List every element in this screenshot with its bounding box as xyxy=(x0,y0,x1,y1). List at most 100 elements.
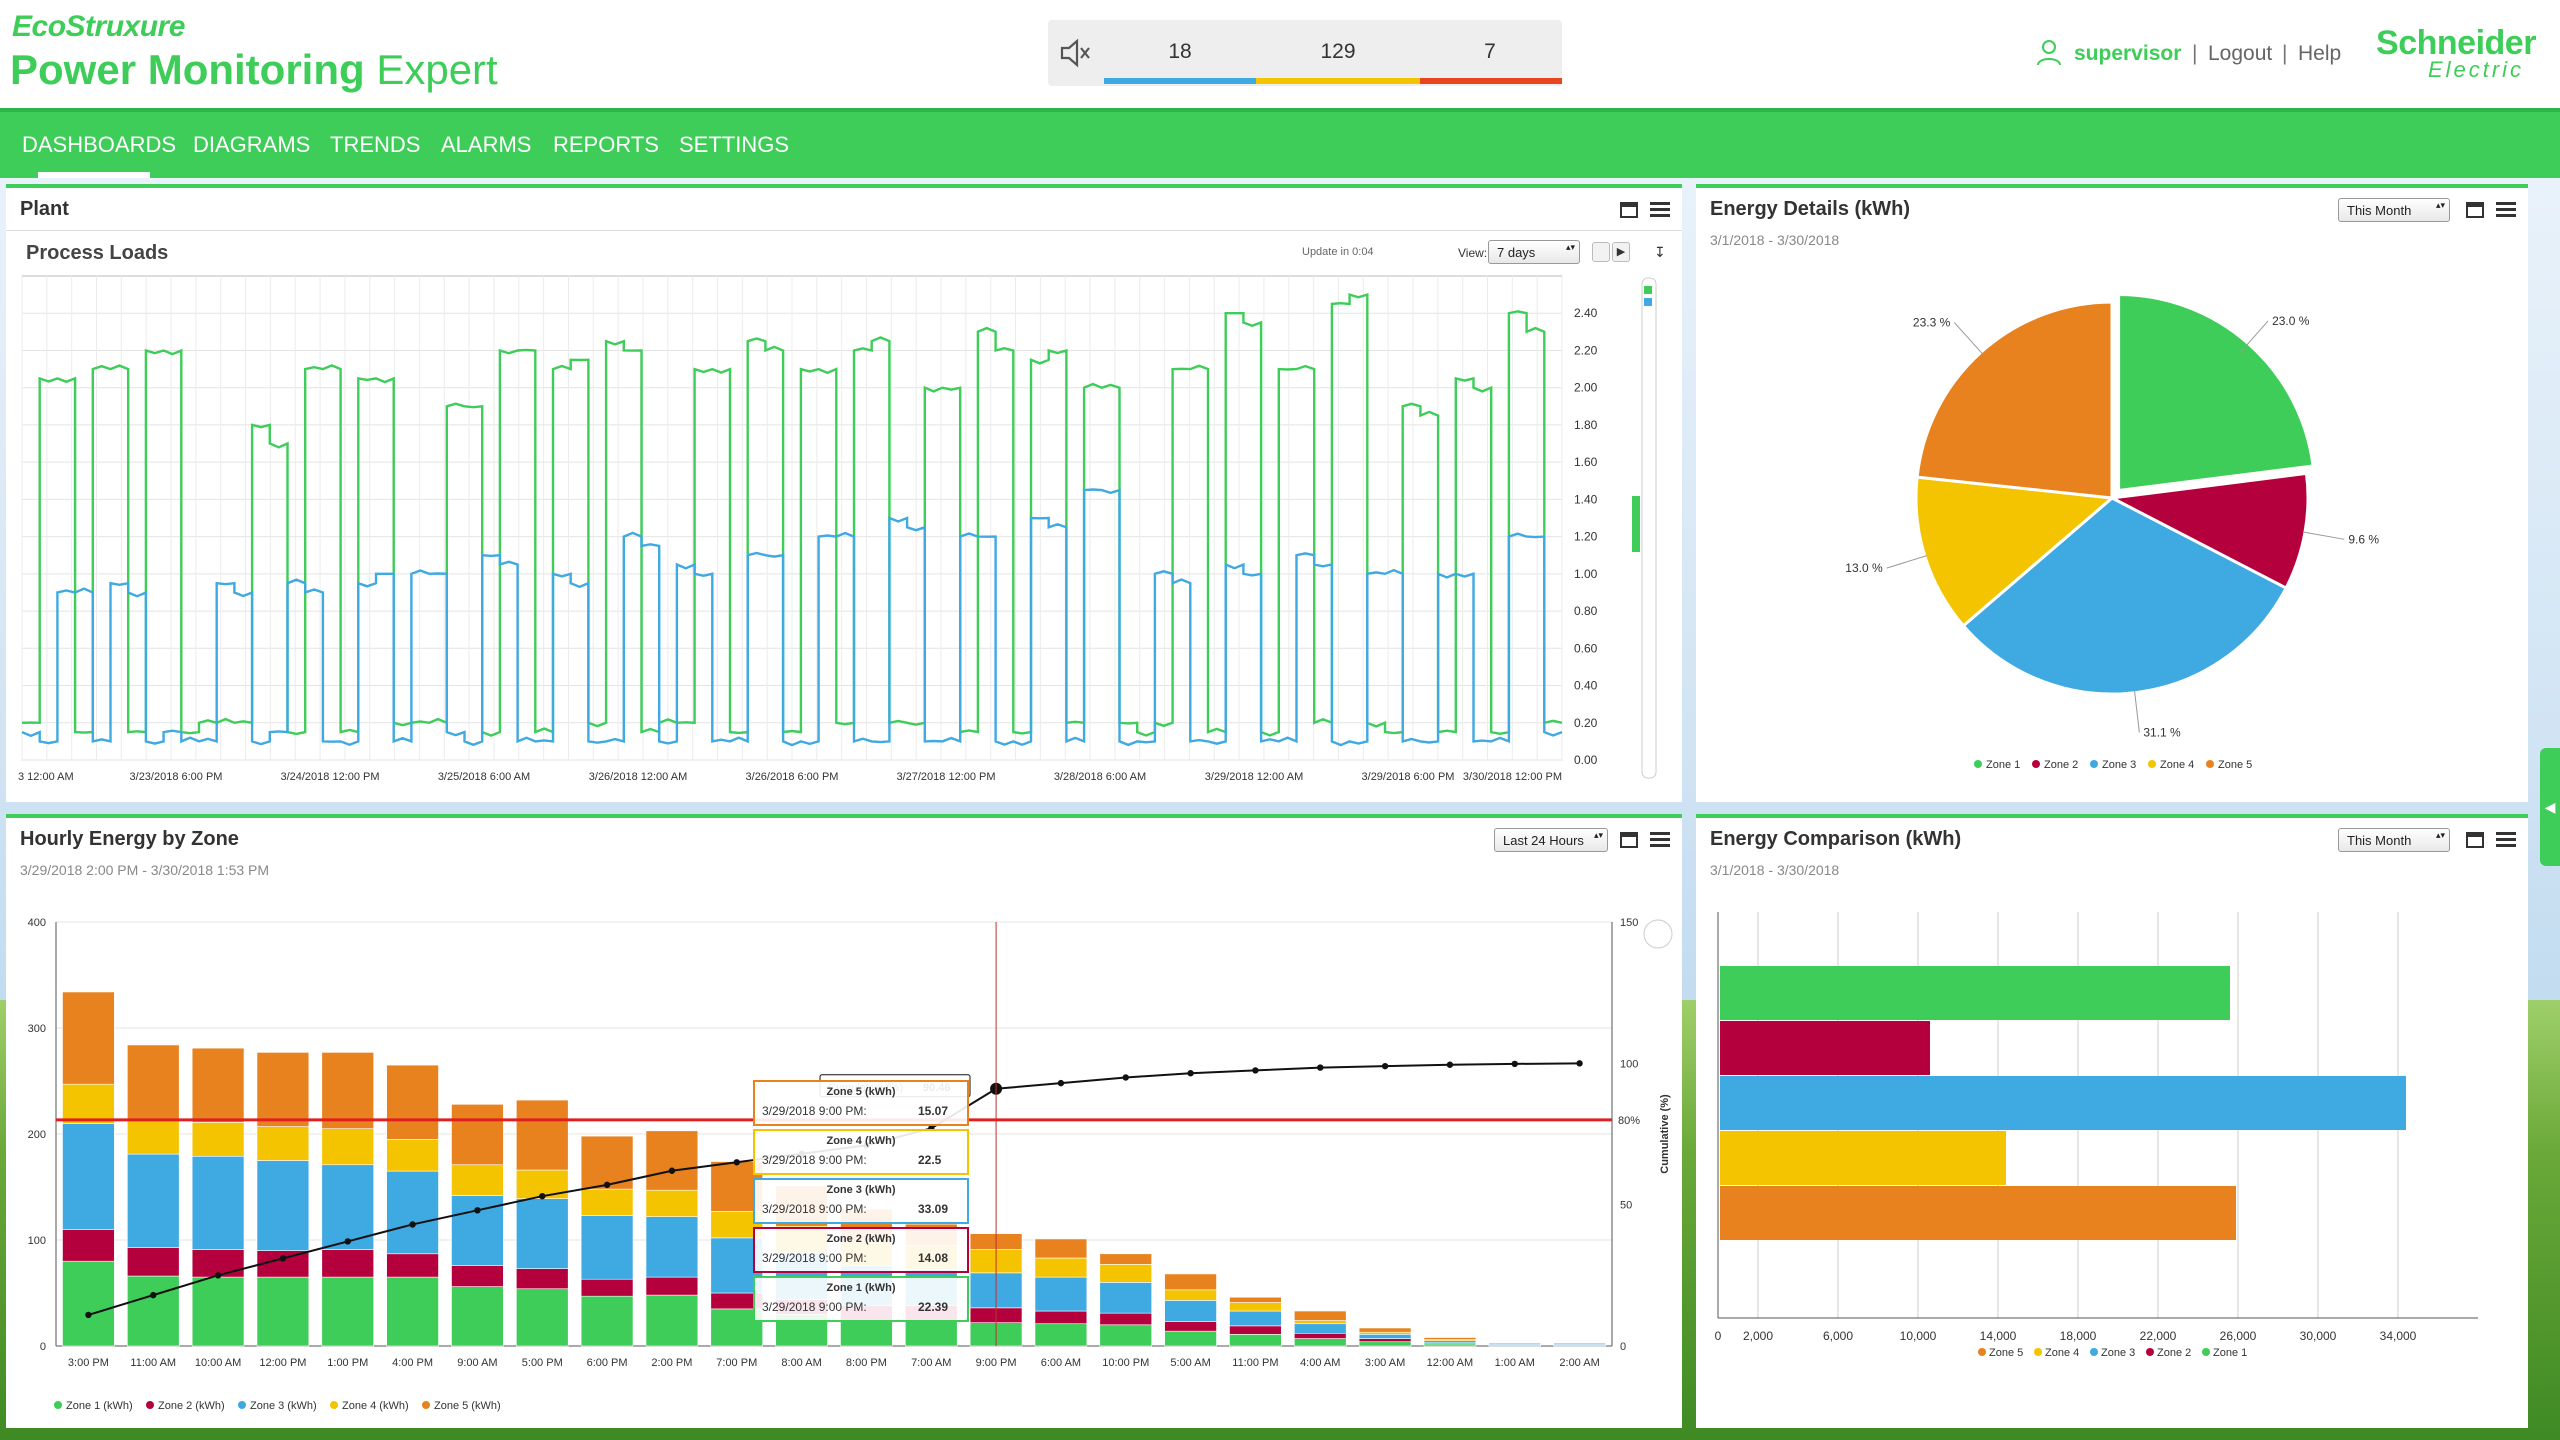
alarm-summary[interactable] xyxy=(1048,20,1562,86)
view-select[interactable]: 7 days xyxy=(1488,240,1580,264)
zone-tooltip xyxy=(753,1080,969,1126)
x-tick-label: 11:00 PM xyxy=(1232,1357,1278,1369)
schneider-logo: Schneider Electric xyxy=(2376,24,2536,82)
bar-segment xyxy=(516,1288,569,1347)
y-tick-label: 1.60 xyxy=(1574,455,1598,469)
bar-segment xyxy=(62,1229,115,1262)
zoom-icon[interactable] xyxy=(1592,242,1610,262)
maximize-icon[interactable] xyxy=(2466,202,2484,218)
x-tick-label: 8:00 AM xyxy=(781,1357,821,1369)
alarm-count-low[interactable]: 18 xyxy=(1168,40,1192,63)
bar-segment xyxy=(1423,1337,1477,1340)
x-tick-label: 8:00 PM xyxy=(846,1357,887,1369)
bar-segment xyxy=(1294,1338,1347,1347)
zone-tooltip xyxy=(753,1129,969,1175)
y2-tick-label: 100 xyxy=(1620,1058,1638,1070)
cumulative-point xyxy=(344,1238,351,1245)
bar-segment xyxy=(62,1260,115,1347)
play-icon[interactable]: ▶ xyxy=(1612,242,1630,262)
maximize-icon[interactable] xyxy=(2466,832,2484,848)
period-select[interactable]: Last 24 Hours xyxy=(1494,828,1608,852)
x-tick-label: 6:00 PM xyxy=(587,1357,628,1369)
date-range: 3/29/2018 2:00 PM - 3/30/2018 1:53 PM xyxy=(20,862,270,878)
bar-segment xyxy=(127,1118,180,1155)
y-tick-label: 0.00 xyxy=(1574,753,1598,767)
pie-leader-line xyxy=(1953,322,1983,355)
help-link[interactable]: Help xyxy=(2298,42,2342,65)
period-select[interactable]: This Month xyxy=(2338,828,2450,852)
legend-swatch-blue xyxy=(1644,298,1652,306)
maximize-icon[interactable] xyxy=(1620,202,1638,218)
bar-zone-3 xyxy=(1720,1076,2406,1130)
legend-label: Zone 3 (kWh) xyxy=(250,1400,317,1412)
maximize-icon[interactable] xyxy=(1620,832,1638,848)
bar-segment xyxy=(386,1253,439,1278)
x-tick-label: 12:00 PM xyxy=(259,1357,306,1369)
cumulative-point xyxy=(733,1159,740,1166)
side-panel-toggle[interactable]: ◀ xyxy=(2540,748,2560,866)
cumulative-point xyxy=(150,1291,157,1299)
cumulative-point xyxy=(1057,1079,1065,1087)
bar-segment xyxy=(1229,1296,1282,1303)
x-tick-label: 3/25/2018 6:00 AM xyxy=(438,771,530,783)
bar-segment xyxy=(1034,1238,1088,1259)
nav-diagrams[interactable]: DIAGRAMS xyxy=(193,132,311,157)
cumulative-point xyxy=(1252,1067,1259,1074)
cumulative-point xyxy=(1122,1074,1129,1081)
bar-segment xyxy=(321,1249,374,1278)
bar-segment xyxy=(191,1276,245,1347)
x-tick-label: 10:00 PM xyxy=(1102,1357,1149,1369)
cumulative-point xyxy=(1317,1064,1324,1071)
bar-segment xyxy=(256,1276,310,1347)
bar-segment xyxy=(451,1286,504,1347)
nav-settings[interactable]: SETTINGS xyxy=(679,132,790,157)
bar-segment xyxy=(645,1294,699,1347)
x-tick-label: 7:00 AM xyxy=(911,1357,951,1369)
username-link[interactable]: supervisor xyxy=(2074,42,2182,65)
bar-segment xyxy=(191,1122,245,1157)
menu-icon[interactable] xyxy=(1650,202,1670,218)
x-tick-label: 4:00 AM xyxy=(1300,1357,1340,1369)
bar-segment xyxy=(191,1047,245,1123)
menu-icon[interactable] xyxy=(2496,832,2516,848)
export-icon xyxy=(1643,919,1673,949)
y-tick-label: 2.00 xyxy=(1574,381,1598,395)
logout-link[interactable]: Logout xyxy=(2208,42,2273,65)
bar-segment xyxy=(1164,1321,1217,1332)
bar-segment xyxy=(516,1099,569,1171)
bar-zone-5 xyxy=(1720,1186,2236,1240)
download-icon[interactable]: ↧ xyxy=(1654,244,1666,260)
alarm-count-medium[interactable]: 129 xyxy=(1320,40,1356,63)
mute-icon[interactable] xyxy=(1058,36,1092,70)
bar-segment xyxy=(580,1278,634,1297)
energy-details-panel: Energy Details (kWh) 3/1/2018 - 3/30/201… xyxy=(1696,184,2528,802)
bar-segment xyxy=(127,1153,180,1248)
menu-icon[interactable] xyxy=(1650,832,1670,848)
pie-slice-zone-5 xyxy=(1915,300,2114,500)
bar-segment xyxy=(451,1265,504,1287)
legend-scrollbar xyxy=(1641,277,1657,779)
bar-segment xyxy=(1099,1264,1152,1283)
nav-trends[interactable]: TRENDS xyxy=(330,132,421,157)
legend-marker xyxy=(54,1401,62,1409)
legend-label: Zone 1 xyxy=(1986,759,2020,771)
zone-tooltip-time: 3/29/2018 9:00 PM: xyxy=(762,1251,867,1265)
bar-segment xyxy=(1294,1332,1347,1339)
series-line-green xyxy=(21,292,1563,737)
period-select[interactable]: This Month xyxy=(2338,198,2450,222)
zone-tooltip-value: 14.08 xyxy=(918,1251,948,1265)
y-tick-label: 200 xyxy=(28,1129,46,1141)
menu-icon[interactable] xyxy=(2496,202,2516,218)
nav-reports[interactable]: REPORTS xyxy=(553,132,659,157)
x-tick-label: 26,000 xyxy=(2220,1329,2257,1343)
bar-segment xyxy=(1294,1320,1347,1325)
legend-marker xyxy=(2206,760,2214,768)
alarm-count-high[interactable]: 7 xyxy=(1484,40,1496,63)
panel-title: Plant xyxy=(20,198,69,220)
series-line-blue xyxy=(21,488,1563,747)
x-tick-label: 3/30/2018 12:00 PM xyxy=(1463,771,1562,783)
bar-segment xyxy=(127,1247,180,1277)
nav-dashboards[interactable]: DASHBOARDS xyxy=(22,132,177,157)
nav-alarms[interactable]: ALARMS xyxy=(441,132,532,157)
y-tick-label: 1.00 xyxy=(1574,567,1598,581)
